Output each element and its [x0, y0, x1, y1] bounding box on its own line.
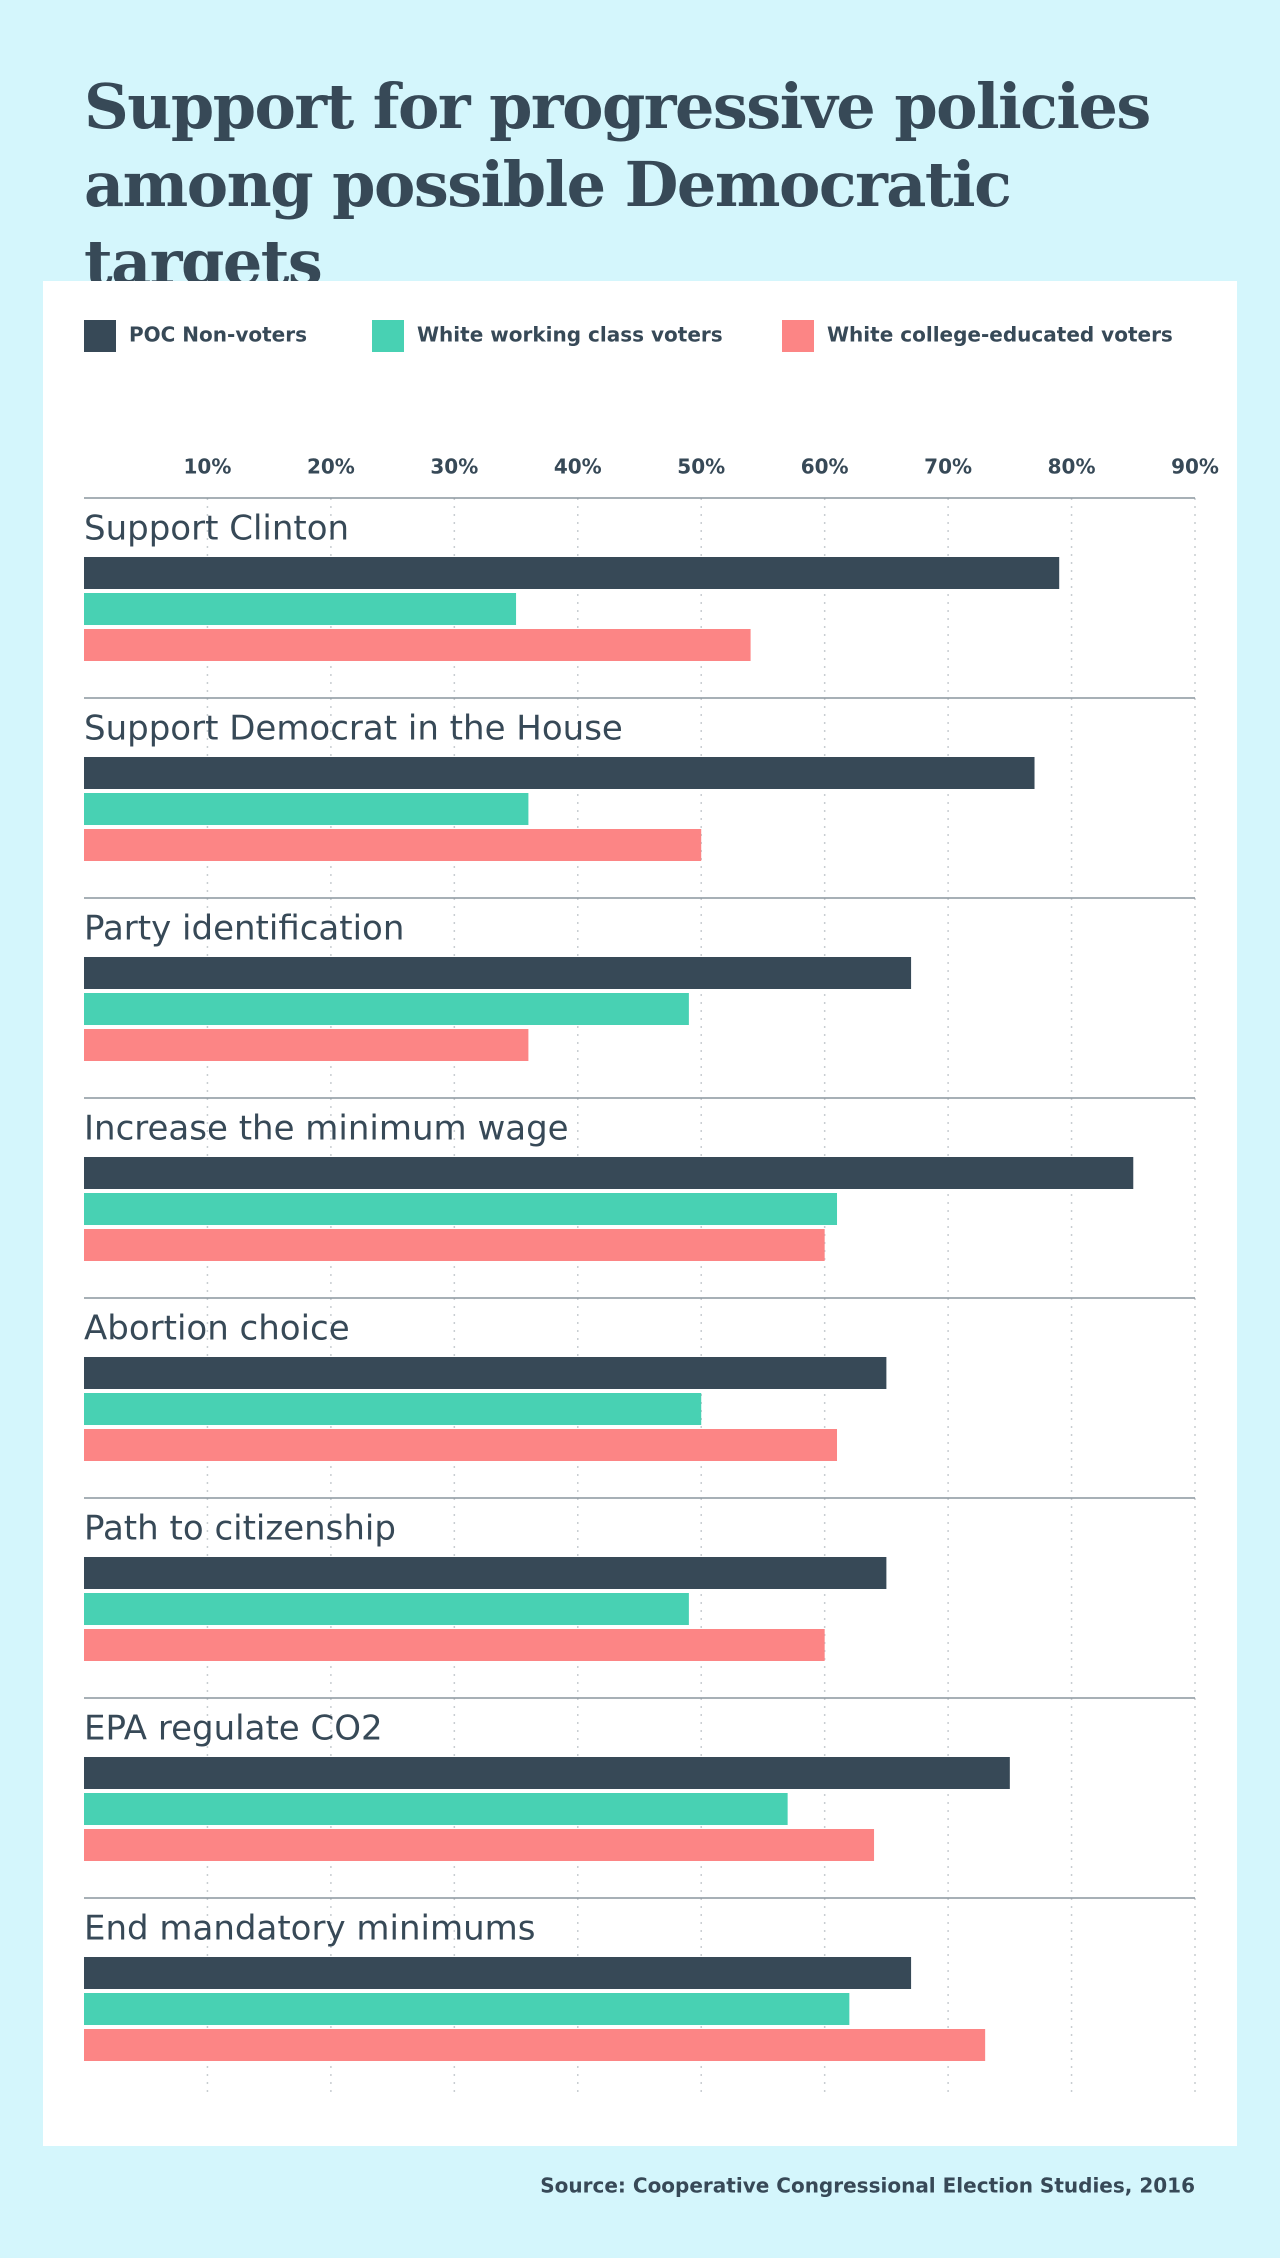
bar [84, 1357, 887, 1389]
bar [84, 593, 517, 625]
x-tick-label: 70% [924, 455, 972, 479]
bar [84, 1957, 912, 1989]
legend-label: POC Non-voters [129, 323, 307, 347]
bar [84, 1029, 529, 1061]
category-label: Path to citizenship [84, 1509, 396, 1549]
x-tick-label: 40% [554, 455, 602, 479]
category-label: Increase the minimum wage [84, 1109, 569, 1149]
category-label: EPA regulate CO2 [84, 1709, 383, 1749]
bar [84, 829, 702, 861]
legend-label: White working class voters [417, 323, 723, 347]
bar [84, 1193, 838, 1225]
bar [84, 2029, 986, 2061]
x-tick-label: 30% [430, 455, 478, 479]
bar [84, 957, 912, 989]
bar [84, 1593, 689, 1625]
bar [84, 1993, 850, 2025]
bar [84, 1393, 702, 1425]
category-label: End mandatory minimums [84, 1909, 535, 1949]
bar [84, 793, 529, 825]
legend-swatch [84, 320, 116, 352]
bar [84, 1557, 887, 1589]
x-tick-label: 60% [801, 455, 849, 479]
x-tick-label: 10% [184, 455, 232, 479]
bar [84, 629, 751, 661]
bar [84, 993, 689, 1025]
x-tick-label: 20% [307, 455, 355, 479]
chart-title: Support for progressive policies among p… [84, 70, 1151, 299]
x-tick-label: 80% [1048, 455, 1096, 479]
bar [84, 1757, 1010, 1789]
category-label: Support Democrat in the House [84, 709, 623, 749]
bar [84, 1157, 1134, 1189]
source: Source: Cooperative Congressional Electi… [540, 2174, 1195, 2198]
legend-swatch [372, 320, 404, 352]
bar [84, 1829, 875, 1861]
bar [84, 557, 1060, 589]
bar [84, 1793, 788, 1825]
bar [84, 1229, 825, 1261]
category-label: Party identification [84, 909, 404, 949]
bar [84, 1429, 838, 1461]
category-label: Abortion choice [84, 1309, 350, 1349]
bar [84, 757, 1035, 789]
x-tick-label: 90% [1171, 455, 1219, 479]
legend-label: White college-educated voters [827, 323, 1173, 347]
bar [84, 1629, 825, 1661]
category-label: Support Clinton [84, 509, 349, 549]
legend-swatch [782, 320, 814, 352]
x-tick-label: 50% [677, 455, 725, 479]
